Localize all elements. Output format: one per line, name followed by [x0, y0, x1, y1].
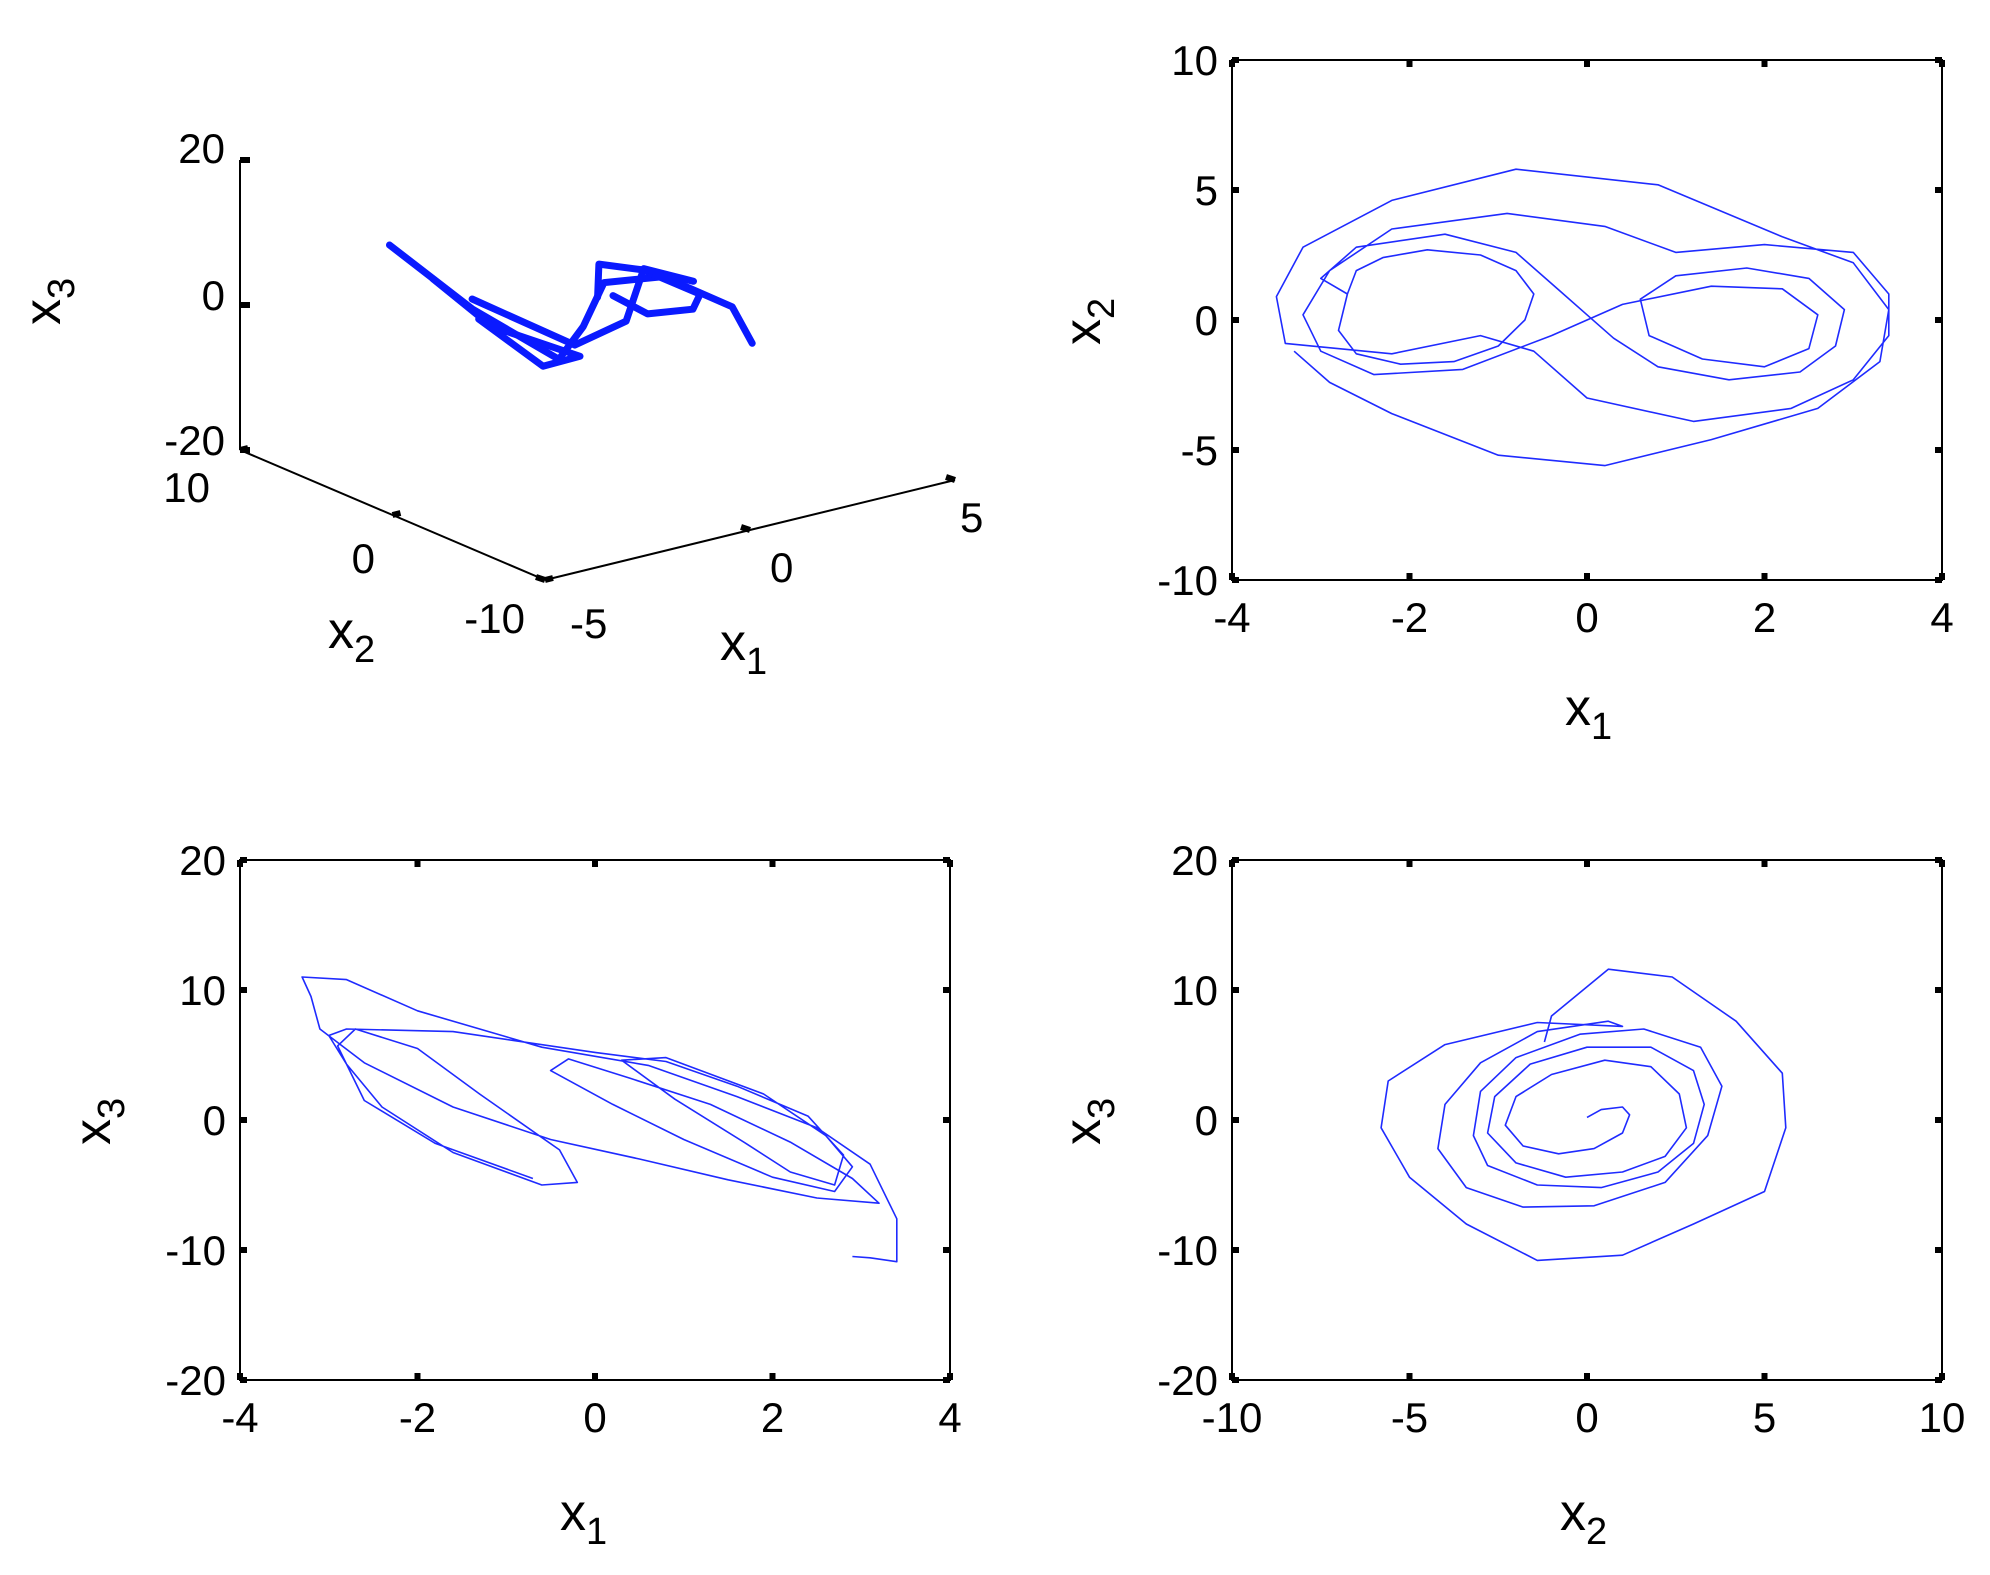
y-tick-label: -10 [165, 1227, 226, 1274]
x-tick-label: 10 [1919, 1394, 1966, 1441]
subplot-x1-x2: -4 -2 0 2 4 -10 -5 0 5 10 x1 x2 [1054, 37, 1954, 748]
x3-tick-label-20: 20 [178, 125, 225, 172]
trajectory-3d-line [594, 260, 704, 318]
trajectory-3d [386, 241, 756, 370]
x2-axis-label: x2 [328, 602, 375, 671]
x2-tick-mark [239, 445, 249, 453]
y-tick-label: 20 [179, 837, 226, 884]
y-tick-label: 0 [1195, 297, 1218, 344]
trajectory-3d-line [429, 275, 584, 370]
y-tick-label: 10 [1171, 967, 1218, 1014]
x-tick-label: -4 [221, 1394, 258, 1441]
x3-axis-label: x3 [14, 278, 83, 325]
x2-tick-mark [544, 575, 554, 583]
x2-axis-label-x2-x3: x2 [1560, 1484, 1607, 1553]
trajectory-x1-x3 [301, 976, 898, 1263]
trajectory-x2-x3 [1380, 968, 1787, 1262]
x2-tick-label-0: 0 [352, 535, 375, 582]
x1-tick-mark [740, 524, 751, 533]
x1-tick-label-0: 0 [770, 544, 793, 591]
x-tick-label: 0 [1575, 594, 1598, 641]
x3-axis-label-x1-x3: x3 [64, 1098, 133, 1145]
trajectory-3d-line [386, 241, 756, 363]
x2-tick-label-10: 10 [163, 464, 210, 511]
x-tick-label: -10 [1202, 1394, 1263, 1441]
x-tick-label: 2 [761, 1394, 784, 1441]
y-tick-label: 0 [203, 1097, 226, 1144]
x2-axis-label-x1-x2: x2 [1054, 298, 1123, 345]
x2-tick-label-neg10: -10 [464, 595, 525, 642]
x-tick-label: -5 [1391, 1394, 1428, 1441]
plot-frame-x2-x3 [1231, 859, 1943, 1381]
x-tick-label: 2 [1753, 594, 1776, 641]
y-tick-label: -5 [1181, 427, 1218, 474]
trajectory-line [1380, 968, 1787, 1262]
x-tick-label: 0 [583, 1394, 606, 1441]
x-tick-label: -2 [1391, 594, 1428, 641]
trajectory-line [1275, 168, 1890, 467]
x1-axis-label: x1 [720, 614, 767, 683]
x-tick-label: 4 [938, 1394, 961, 1441]
x1-tick-mark [535, 574, 546, 583]
x-tick-label: 4 [1930, 594, 1953, 641]
x1-axis-label-x1-x2: x1 [1565, 679, 1612, 748]
x3-tick-label-neg20: -20 [164, 417, 225, 464]
x-tick-label: -4 [1213, 594, 1250, 641]
x3-axis-label-x2-x3: x3 [1054, 1098, 1123, 1145]
y-tick-label: 10 [1171, 37, 1218, 84]
y-tick-label: 0 [1195, 1097, 1218, 1144]
x-tick-label: 0 [1575, 1394, 1598, 1441]
ticks-x1-x2: -4 -2 0 2 4 -10 -5 0 5 10 [1157, 37, 1953, 641]
y-tick-label: -10 [1157, 1227, 1218, 1274]
plot-frame-x1-x3 [239, 859, 951, 1381]
axis3d-ticks [239, 157, 956, 583]
y-tick-label: 20 [1171, 837, 1218, 884]
x1-axis-label-x1-x3: x1 [560, 1484, 607, 1553]
y-tick-label: -20 [165, 1357, 226, 1404]
x3-tick-label-0: 0 [202, 272, 225, 319]
subplot-3d: 20 0 -20 10 0 -10 -5 0 5 x3 x2 x1 [14, 125, 983, 683]
x1-tick-label-5: 5 [960, 494, 983, 541]
x1-tick-mark [945, 474, 956, 483]
y-tick-label: 10 [179, 967, 226, 1014]
y-tick-label: -10 [1157, 557, 1218, 604]
trajectory-line [301, 976, 898, 1263]
x-tick-label: 5 [1753, 1394, 1776, 1441]
y-tick-label: -20 [1157, 1357, 1218, 1404]
trajectory-3d-line [468, 265, 697, 349]
y-tick-label: 5 [1195, 167, 1218, 214]
trajectory-x1-x2 [1275, 168, 1890, 467]
x1-tick-label-neg5: -5 [570, 600, 607, 647]
x2-tick-mark [391, 510, 402, 518]
x-tick-label: -2 [399, 1394, 436, 1441]
